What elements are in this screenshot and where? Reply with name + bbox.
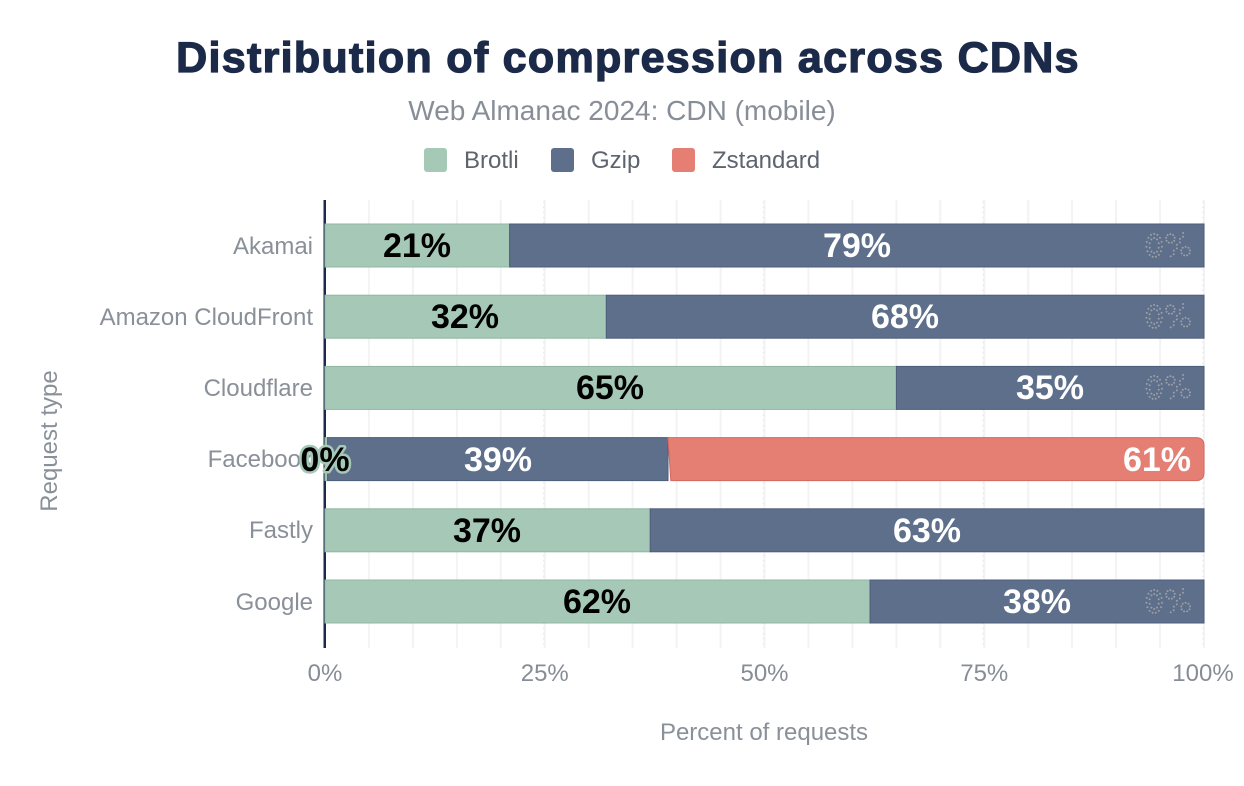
svg-text:Zstandard: Zstandard xyxy=(712,147,820,174)
svg-text:Facebook: Facebook xyxy=(208,446,314,473)
svg-text:63%: 63% xyxy=(893,512,961,550)
svg-text:Fastly: Fastly xyxy=(249,517,313,544)
svg-text:75%: 75% xyxy=(960,660,1008,687)
svg-text:0%: 0% xyxy=(300,441,349,479)
svg-text:61%: 61% xyxy=(1123,441,1191,479)
svg-text:Akamai: Akamai xyxy=(233,233,313,260)
svg-text:Google: Google xyxy=(236,589,313,616)
svg-text:Brotli: Brotli xyxy=(464,147,519,174)
svg-text:38%: 38% xyxy=(1003,583,1071,621)
svg-text:Percent of requests: Percent of requests xyxy=(660,719,868,746)
svg-text:39%: 39% xyxy=(464,441,532,479)
svg-text:0%: 0% xyxy=(308,660,343,687)
svg-text:Request type: Request type xyxy=(36,370,63,511)
svg-text:100%: 100% xyxy=(1172,660,1233,687)
svg-text:Distribution of compression ac: Distribution of compression across CDNs xyxy=(176,34,1080,82)
svg-text:35%: 35% xyxy=(1016,369,1084,407)
svg-text:62%: 62% xyxy=(563,583,631,621)
svg-text:65%: 65% xyxy=(576,369,644,407)
svg-text:32%: 32% xyxy=(431,298,499,336)
svg-text:21%: 21% xyxy=(383,227,451,265)
svg-text:Web Almanac 2024: CDN (mobile): Web Almanac 2024: CDN (mobile) xyxy=(408,95,835,126)
svg-text:79%: 79% xyxy=(823,227,891,265)
svg-text:68%: 68% xyxy=(871,298,939,336)
svg-text:50%: 50% xyxy=(740,660,788,687)
svg-text:25%: 25% xyxy=(521,660,569,687)
svg-text:Cloudflare: Cloudflare xyxy=(204,375,313,402)
svg-text:Gzip: Gzip xyxy=(591,147,640,174)
svg-text:Amazon CloudFront: Amazon CloudFront xyxy=(100,304,314,331)
svg-text:37%: 37% xyxy=(453,512,521,550)
